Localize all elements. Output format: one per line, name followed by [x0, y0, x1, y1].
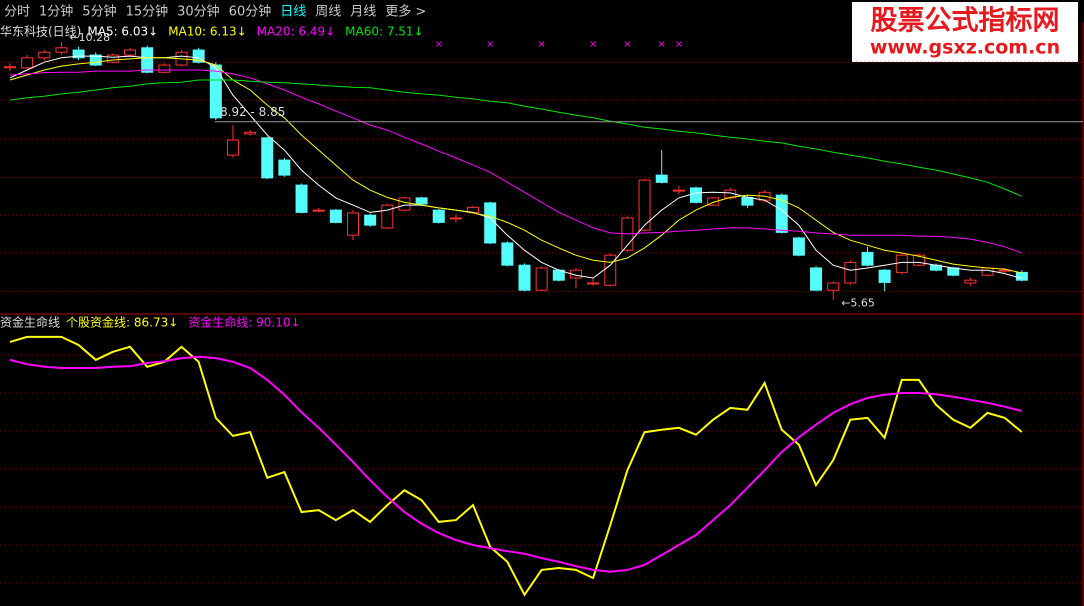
panel-title: 资金生命线 — [0, 315, 60, 330]
candle-body — [158, 64, 171, 73]
candle-body — [655, 174, 668, 183]
candle-body — [415, 197, 428, 205]
annotation: 8.92 - 8.85 — [220, 105, 285, 119]
candle-body — [707, 197, 720, 206]
series-line — [9, 335, 1023, 597]
watermark-title: 股票公式指标网 — [871, 6, 1060, 37]
candle-body — [398, 197, 411, 211]
candle-body — [72, 49, 85, 59]
candle-body — [329, 209, 342, 223]
candle-body — [518, 264, 531, 291]
series-line — [9, 355, 1023, 573]
signal-mark: × — [435, 39, 443, 50]
candle-body — [535, 267, 548, 291]
candle-body — [381, 204, 394, 229]
candle-body — [792, 237, 805, 256]
candle-body — [878, 269, 891, 283]
signal-mark: × — [623, 39, 631, 50]
candle-body — [604, 254, 617, 286]
candle-body — [244, 131, 257, 135]
candle-body — [364, 214, 377, 226]
toolbar-tab[interactable]: 1分钟 — [39, 4, 73, 20]
candle-body — [587, 282, 600, 285]
candle-body — [947, 267, 960, 276]
candle-body — [861, 251, 874, 266]
candle-body — [964, 279, 977, 284]
series-line — [9, 57, 1022, 274]
signal-mark: × — [658, 39, 666, 50]
signal-mark: × — [589, 39, 597, 50]
candle-body — [1015, 271, 1028, 281]
candle-body — [312, 209, 325, 212]
candle-body — [21, 57, 34, 69]
candle-body — [55, 47, 68, 53]
candle-body — [501, 242, 514, 266]
toolbar-tab[interactable]: 15分钟 — [126, 4, 169, 20]
candle-body — [484, 202, 497, 244]
toolbar-tab[interactable]: 周线 — [315, 5, 341, 20]
candle-body — [347, 212, 359, 236]
toolbar-tab[interactable]: 30分钟 — [177, 4, 220, 20]
watermark-url: www.gsxz.com.cn — [870, 37, 1060, 59]
legend-entry: 个股资金线: 86.73↓ — [66, 315, 178, 330]
candle-body — [775, 194, 788, 233]
toolbar-tab[interactable]: 分时 — [4, 5, 30, 20]
toolbar-tab[interactable]: 月线 — [350, 5, 376, 20]
panel-title: 华东科技(日线) — [0, 25, 81, 39]
legend-entry: MA5: 6.03↓ — [87, 25, 158, 39]
signal-mark: × — [486, 39, 494, 50]
candle-body — [810, 267, 823, 291]
legend-entry: 资金生命线: 90.10↓ — [188, 315, 300, 330]
candle-body — [261, 137, 274, 179]
series-line — [9, 79, 1022, 197]
candle-body — [449, 217, 462, 220]
candle-body — [295, 184, 308, 213]
candle-body — [432, 209, 445, 223]
candle-body — [106, 54, 119, 63]
candle-body — [844, 261, 857, 284]
candle-body — [192, 49, 205, 63]
candle-body — [895, 254, 908, 273]
candle-body — [827, 282, 840, 291]
legend-entry: MA10: 6.13↓ — [168, 25, 246, 39]
signal-mark: × — [675, 39, 683, 50]
candle-body — [141, 47, 154, 73]
candle-body — [124, 49, 137, 56]
legend-entry: MA20: 6.49↓ — [257, 25, 335, 39]
candle-body — [278, 159, 291, 176]
candle-body — [741, 196, 754, 206]
candle-body — [912, 254, 925, 266]
watermark-box — [852, 2, 1078, 62]
candle-body — [226, 139, 239, 156]
toolbar-tab[interactable]: 60分钟 — [229, 4, 272, 20]
candle-body — [89, 54, 102, 66]
legend-entry: MA60: 7.51↓ — [345, 25, 423, 39]
candle-body — [690, 187, 702, 203]
candle-body — [638, 179, 651, 231]
candle-body — [981, 267, 994, 276]
extreme-label: ←5.65 — [841, 297, 875, 310]
toolbar-tab[interactable]: 日线 — [280, 5, 306, 20]
signal-mark: × — [537, 39, 545, 50]
extreme-label: ←10.28 — [69, 31, 110, 44]
candle-body — [38, 51, 51, 59]
toolbar-tab[interactable]: 更多 > — [385, 4, 426, 20]
series-line — [9, 69, 1022, 254]
toolbar-tab[interactable]: 5分钟 — [82, 4, 116, 20]
candle-body — [4, 66, 16, 69]
series-line — [9, 55, 1022, 279]
candle-body — [672, 189, 685, 192]
